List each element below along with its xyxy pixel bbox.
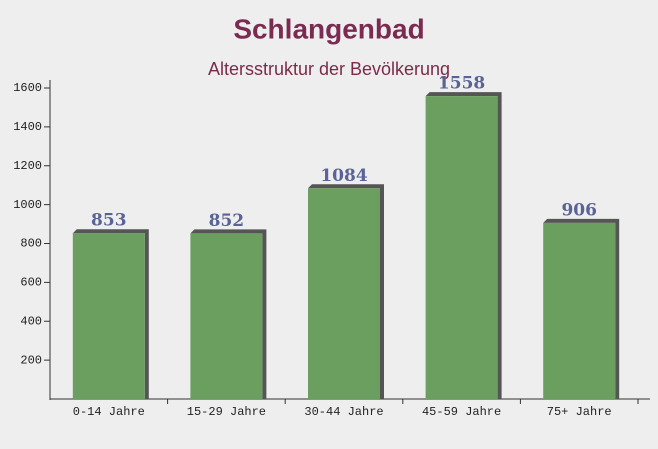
bar <box>425 96 498 399</box>
value-label: 1558 <box>438 74 485 94</box>
bar <box>543 222 616 399</box>
chart-title: Schlangenbad <box>233 13 424 44</box>
x-tick-label: 30-44 Jahre <box>304 405 383 419</box>
value-label: 906 <box>561 200 597 220</box>
value-label: 853 <box>91 211 127 231</box>
bar <box>72 233 145 399</box>
y-tick-label: 1000 <box>13 198 42 212</box>
value-label: 852 <box>209 211 245 231</box>
y-tick-label: 600 <box>20 276 42 290</box>
bar <box>190 233 263 399</box>
x-tick-label: 0-14 Jahre <box>73 405 145 419</box>
y-tick-label: 200 <box>20 353 42 367</box>
x-tick-label: 45-59 Jahre <box>422 405 501 419</box>
chart-subtitle: Altersstruktur der Bevölkerung <box>208 59 450 79</box>
y-tick-label: 800 <box>20 237 42 251</box>
y-tick-label: 1600 <box>13 81 42 95</box>
x-tick-label: 75+ Jahre <box>547 405 612 419</box>
bar <box>308 188 380 399</box>
y-tick-label: 400 <box>20 314 42 328</box>
y-tick-label: 1400 <box>13 120 42 134</box>
x-tick-label: 15-29 Jahre <box>187 405 266 419</box>
y-tick-label: 1200 <box>13 159 42 173</box>
value-label: 1084 <box>320 166 367 186</box>
